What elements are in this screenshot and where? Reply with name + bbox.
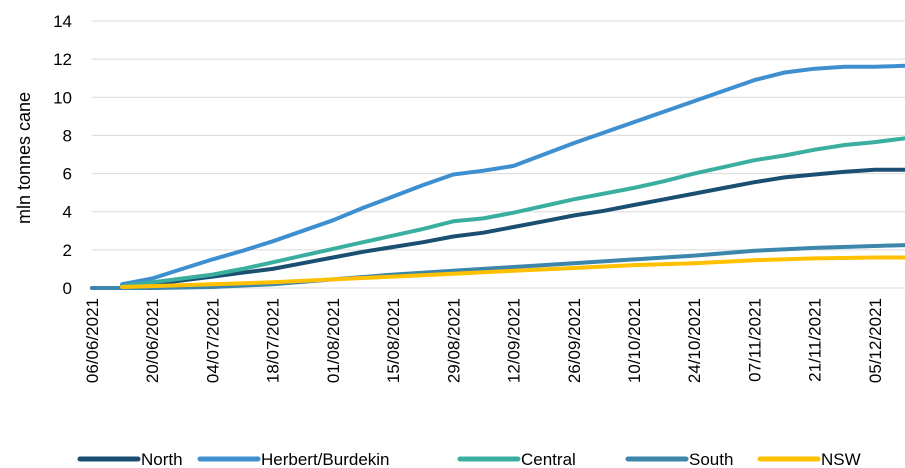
y-tick-label: 6 xyxy=(63,165,72,184)
x-tick-label: 26/09/2021 xyxy=(565,298,584,383)
y-tick-label: 0 xyxy=(63,279,72,298)
x-tick-label: 20/06/2021 xyxy=(143,298,162,383)
x-tick-label: 15/08/2021 xyxy=(384,298,403,383)
y-axis-ticks: 0 2 4 6 8 10 12 14 xyxy=(53,12,72,298)
x-tick-label: 04/07/2021 xyxy=(203,298,222,383)
series-line-north xyxy=(90,167,905,290)
x-tick-label: 21/11/2021 xyxy=(806,298,825,382)
legend-label: Herbert/Burdekin xyxy=(261,450,390,468)
x-tick-label: 06/06/2021 xyxy=(83,298,102,383)
y-tick-label: 10 xyxy=(53,88,72,107)
series-line-central xyxy=(120,136,905,289)
y-tick-label: 2 xyxy=(63,241,72,260)
x-tick-label: 05/12/2021 xyxy=(866,298,885,383)
series-line-south xyxy=(90,243,905,290)
gridlines xyxy=(92,20,905,289)
y-axis-label: mln tonnes cane xyxy=(14,92,34,224)
legend: North Herbert/Burdekin Central South NSW xyxy=(77,450,861,468)
legend-label: NSW xyxy=(821,450,861,468)
series-line-herbert-burdekin xyxy=(120,63,905,287)
x-tick-label: 07/11/2021 xyxy=(745,298,764,382)
x-tick-label: 12/09/2021 xyxy=(505,298,524,383)
y-tick-label: 4 xyxy=(63,203,72,222)
series-lines xyxy=(90,63,905,290)
x-axis-ticks: 06/06/2021 20/06/2021 04/07/2021 18/07/2021… xyxy=(83,298,885,383)
legend-label: South xyxy=(689,450,733,468)
x-tick-label: 24/10/2021 xyxy=(685,298,704,383)
x-tick-label: 10/10/2021 xyxy=(625,298,644,383)
legend-label: North xyxy=(141,450,183,468)
series-line-nsw xyxy=(120,255,905,289)
x-tick-label: 18/07/2021 xyxy=(264,298,283,383)
y-tick-label: 12 xyxy=(53,50,72,69)
y-tick-label: 8 xyxy=(63,126,72,145)
y-tick-label: 14 xyxy=(53,12,72,31)
x-tick-label: 01/08/2021 xyxy=(324,298,343,383)
legend-label: Central xyxy=(521,450,576,468)
x-tick-label: 29/08/2021 xyxy=(444,298,463,383)
